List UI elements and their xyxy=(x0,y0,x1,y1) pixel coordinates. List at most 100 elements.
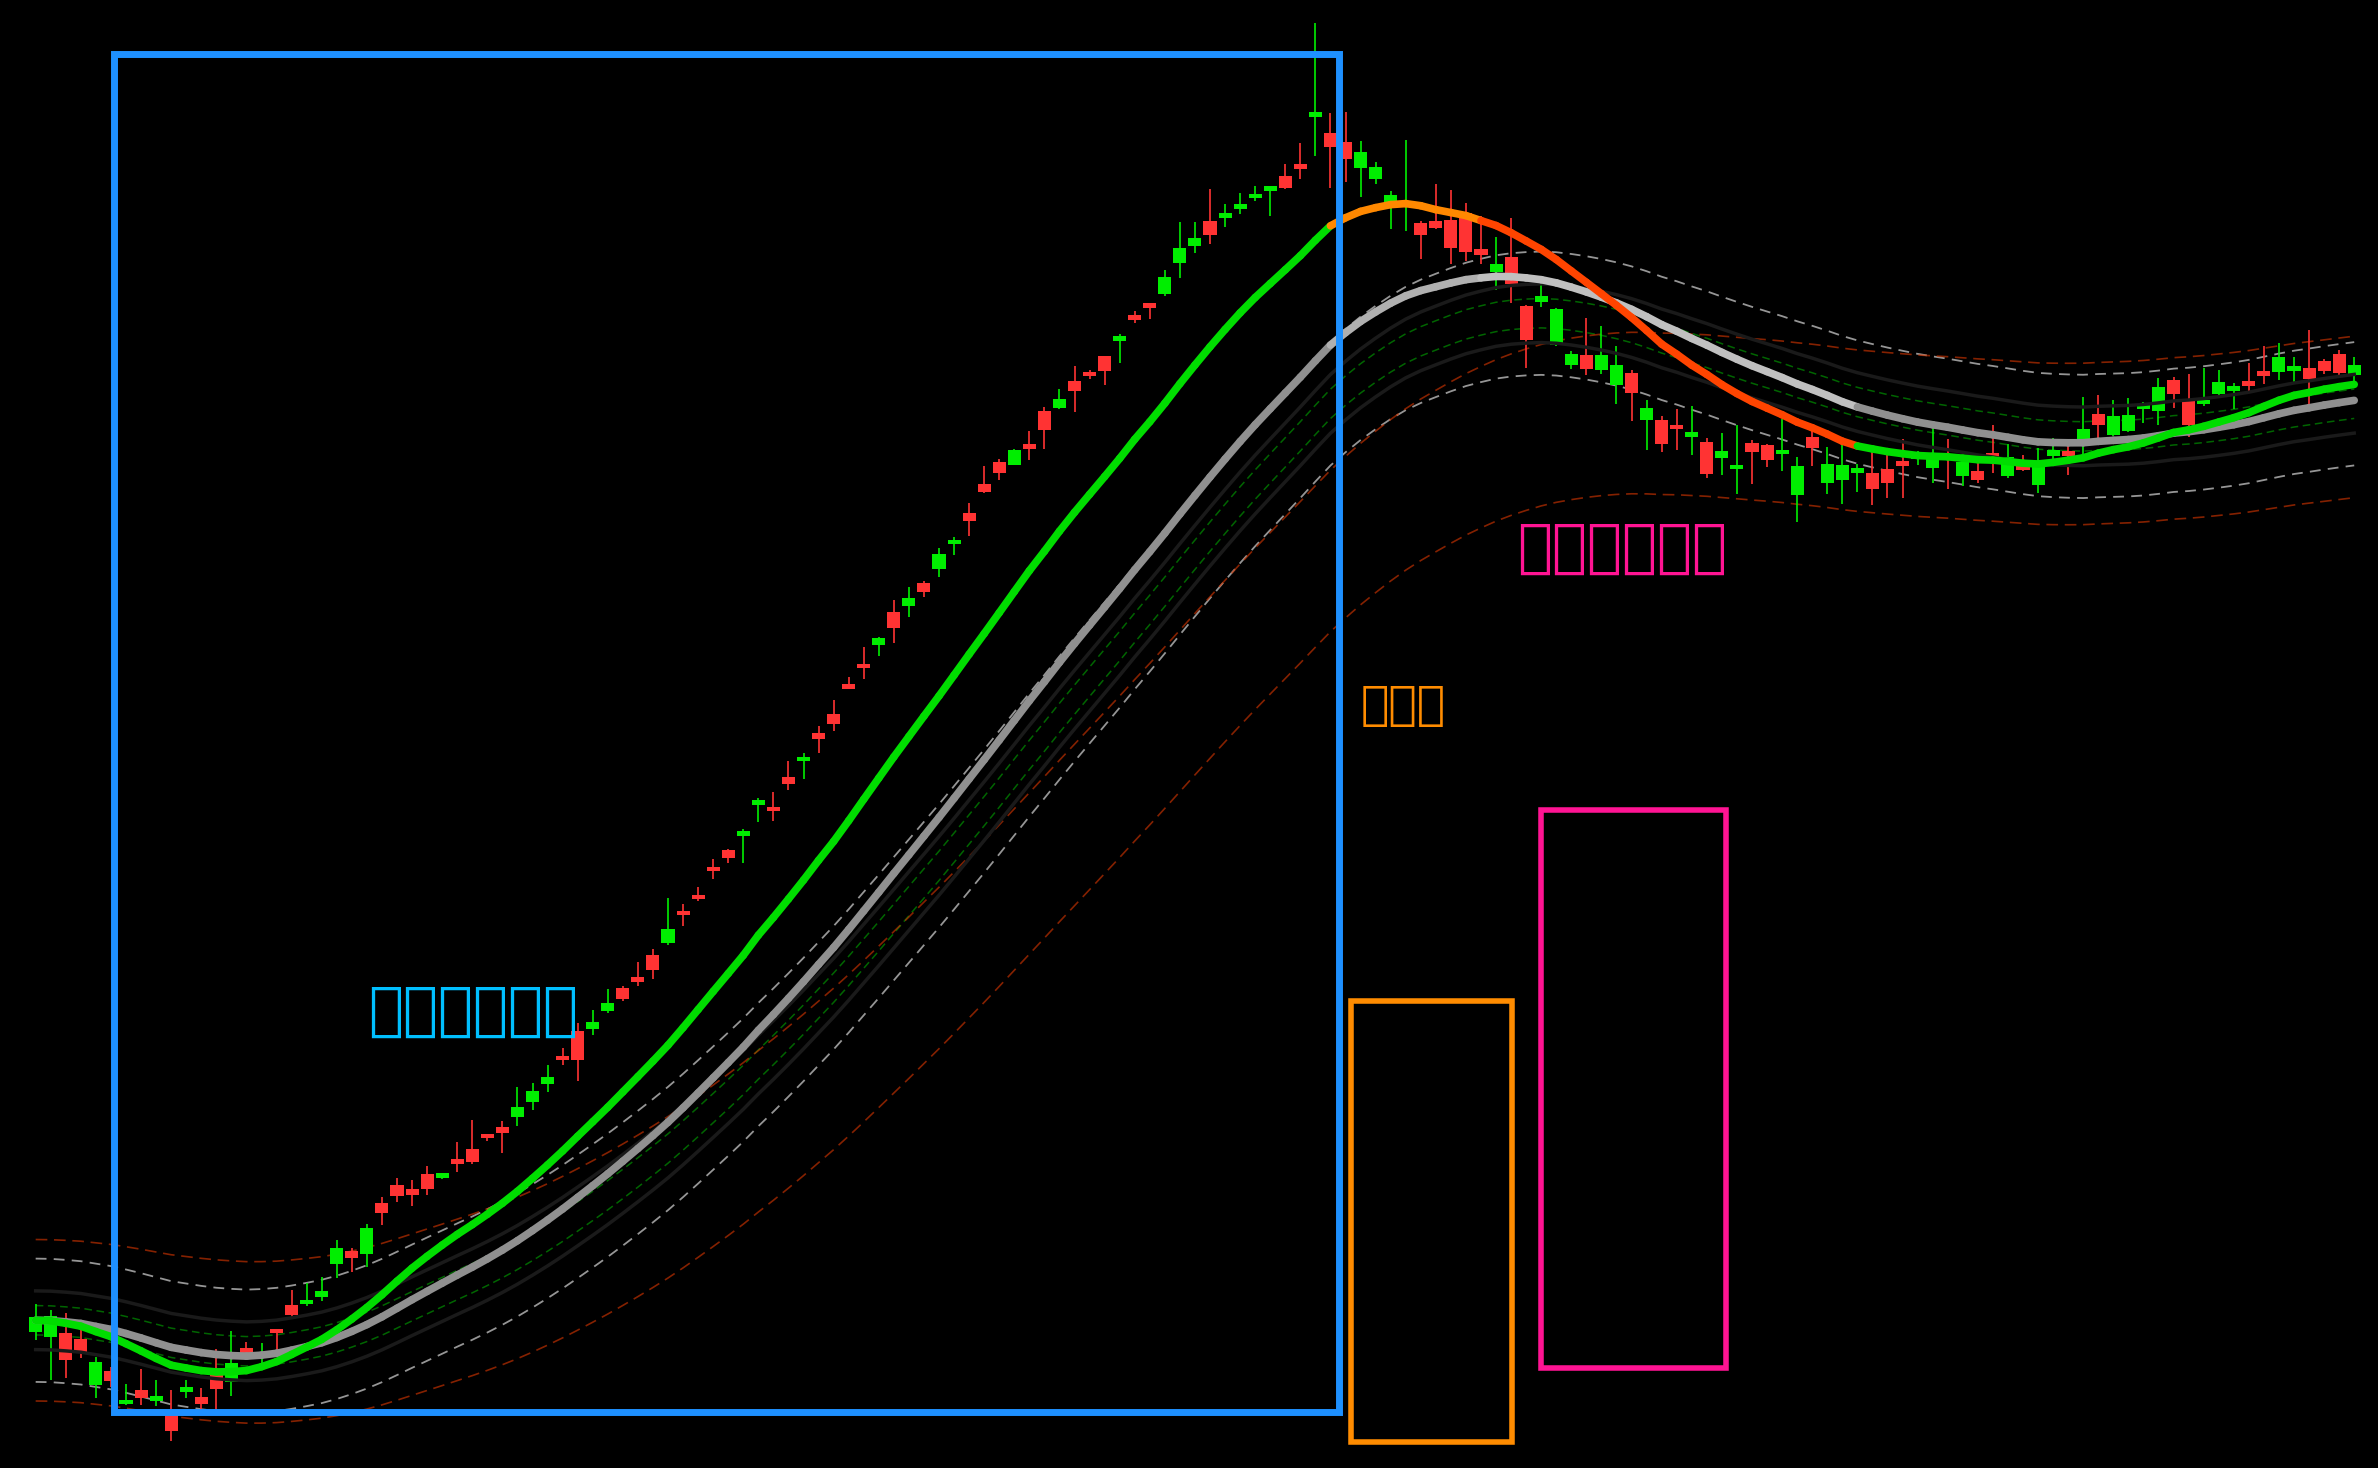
Bar xyxy=(181,1387,193,1392)
Bar xyxy=(1957,462,1969,476)
Bar xyxy=(1850,468,1864,473)
Bar xyxy=(452,1160,464,1164)
Bar xyxy=(497,1127,509,1133)
Bar xyxy=(1234,204,1246,208)
Bar xyxy=(1669,424,1684,429)
Bar xyxy=(873,639,885,646)
Bar xyxy=(331,1248,342,1264)
Bar xyxy=(407,1189,419,1195)
Bar xyxy=(2302,368,2316,380)
Bar xyxy=(480,1133,495,1138)
Bar xyxy=(1776,449,1788,454)
Bar xyxy=(1429,220,1443,228)
Bar xyxy=(2152,386,2164,411)
Bar xyxy=(1791,467,1803,495)
Bar xyxy=(1520,305,1534,341)
Bar xyxy=(435,1173,449,1177)
Bar xyxy=(271,1329,283,1333)
Bar xyxy=(526,1091,540,1102)
Bar xyxy=(2017,464,2028,470)
Bar xyxy=(2166,380,2181,393)
Bar xyxy=(1579,354,1593,368)
Bar xyxy=(466,1149,478,1161)
Bar xyxy=(887,612,901,628)
Bar xyxy=(1068,380,1082,390)
Bar xyxy=(1805,437,1819,448)
Bar xyxy=(1172,248,1187,263)
Bar xyxy=(2062,451,2074,457)
Bar xyxy=(630,978,644,982)
Bar xyxy=(721,850,735,857)
Bar xyxy=(2002,457,2014,476)
Bar xyxy=(1745,443,1760,452)
Bar xyxy=(1565,354,1579,364)
Bar xyxy=(1082,371,1096,376)
Bar xyxy=(90,1362,102,1386)
Bar xyxy=(1218,213,1232,217)
Bar xyxy=(1986,454,2000,458)
Bar xyxy=(2333,354,2345,373)
Bar xyxy=(1037,411,1051,430)
Bar xyxy=(511,1107,523,1117)
Bar xyxy=(1127,316,1141,320)
Bar xyxy=(254,1353,269,1358)
Bar xyxy=(1351,1001,1512,1442)
Bar xyxy=(421,1174,433,1189)
Bar xyxy=(2212,382,2226,393)
Bar xyxy=(240,1348,252,1352)
Bar xyxy=(1641,408,1653,420)
Bar xyxy=(1325,134,1336,147)
Bar xyxy=(856,664,870,668)
Bar xyxy=(1474,250,1489,255)
Bar xyxy=(1263,186,1277,191)
Bar xyxy=(602,1003,614,1010)
Bar xyxy=(1339,142,1353,159)
Bar xyxy=(1099,355,1111,371)
Bar xyxy=(992,462,1006,473)
Bar xyxy=(1822,464,1833,483)
Bar xyxy=(1158,277,1172,295)
Bar xyxy=(647,956,659,970)
Bar xyxy=(1912,455,1924,459)
Bar xyxy=(1715,451,1729,458)
Bar xyxy=(977,484,992,492)
Bar xyxy=(74,1339,88,1352)
Bar xyxy=(556,1055,568,1060)
Bar xyxy=(1353,153,1367,167)
Bar xyxy=(2257,371,2271,376)
Bar xyxy=(901,597,916,606)
Bar xyxy=(1294,164,1308,169)
Bar xyxy=(285,1305,297,1315)
Bar xyxy=(2319,361,2330,371)
Bar xyxy=(1926,455,1938,468)
Bar xyxy=(1700,442,1715,474)
Bar xyxy=(918,583,930,592)
Bar xyxy=(164,1414,178,1431)
Bar xyxy=(2076,429,2090,446)
Bar xyxy=(2031,462,2045,486)
Bar xyxy=(136,1390,147,1398)
Bar xyxy=(963,514,975,521)
Bar xyxy=(751,800,766,804)
Bar xyxy=(797,757,811,762)
Bar xyxy=(105,1371,117,1380)
Bar xyxy=(706,868,721,872)
Bar xyxy=(1686,432,1698,437)
Bar xyxy=(1023,445,1037,449)
Text: 下降トレンド: 下降トレンド xyxy=(1517,520,1726,577)
Bar xyxy=(119,1399,133,1403)
Bar xyxy=(1610,366,1624,386)
Bar xyxy=(1489,264,1503,272)
Bar xyxy=(571,1031,585,1060)
Bar xyxy=(1279,176,1291,188)
Bar xyxy=(1189,238,1201,247)
Bar xyxy=(45,1315,57,1336)
Bar xyxy=(390,1185,404,1196)
Bar xyxy=(1008,449,1020,465)
Bar xyxy=(1836,464,1848,480)
Bar xyxy=(1398,201,1413,206)
Bar xyxy=(1144,304,1156,308)
Bar xyxy=(616,988,630,1000)
Bar xyxy=(1415,223,1427,235)
Bar xyxy=(2183,399,2195,426)
